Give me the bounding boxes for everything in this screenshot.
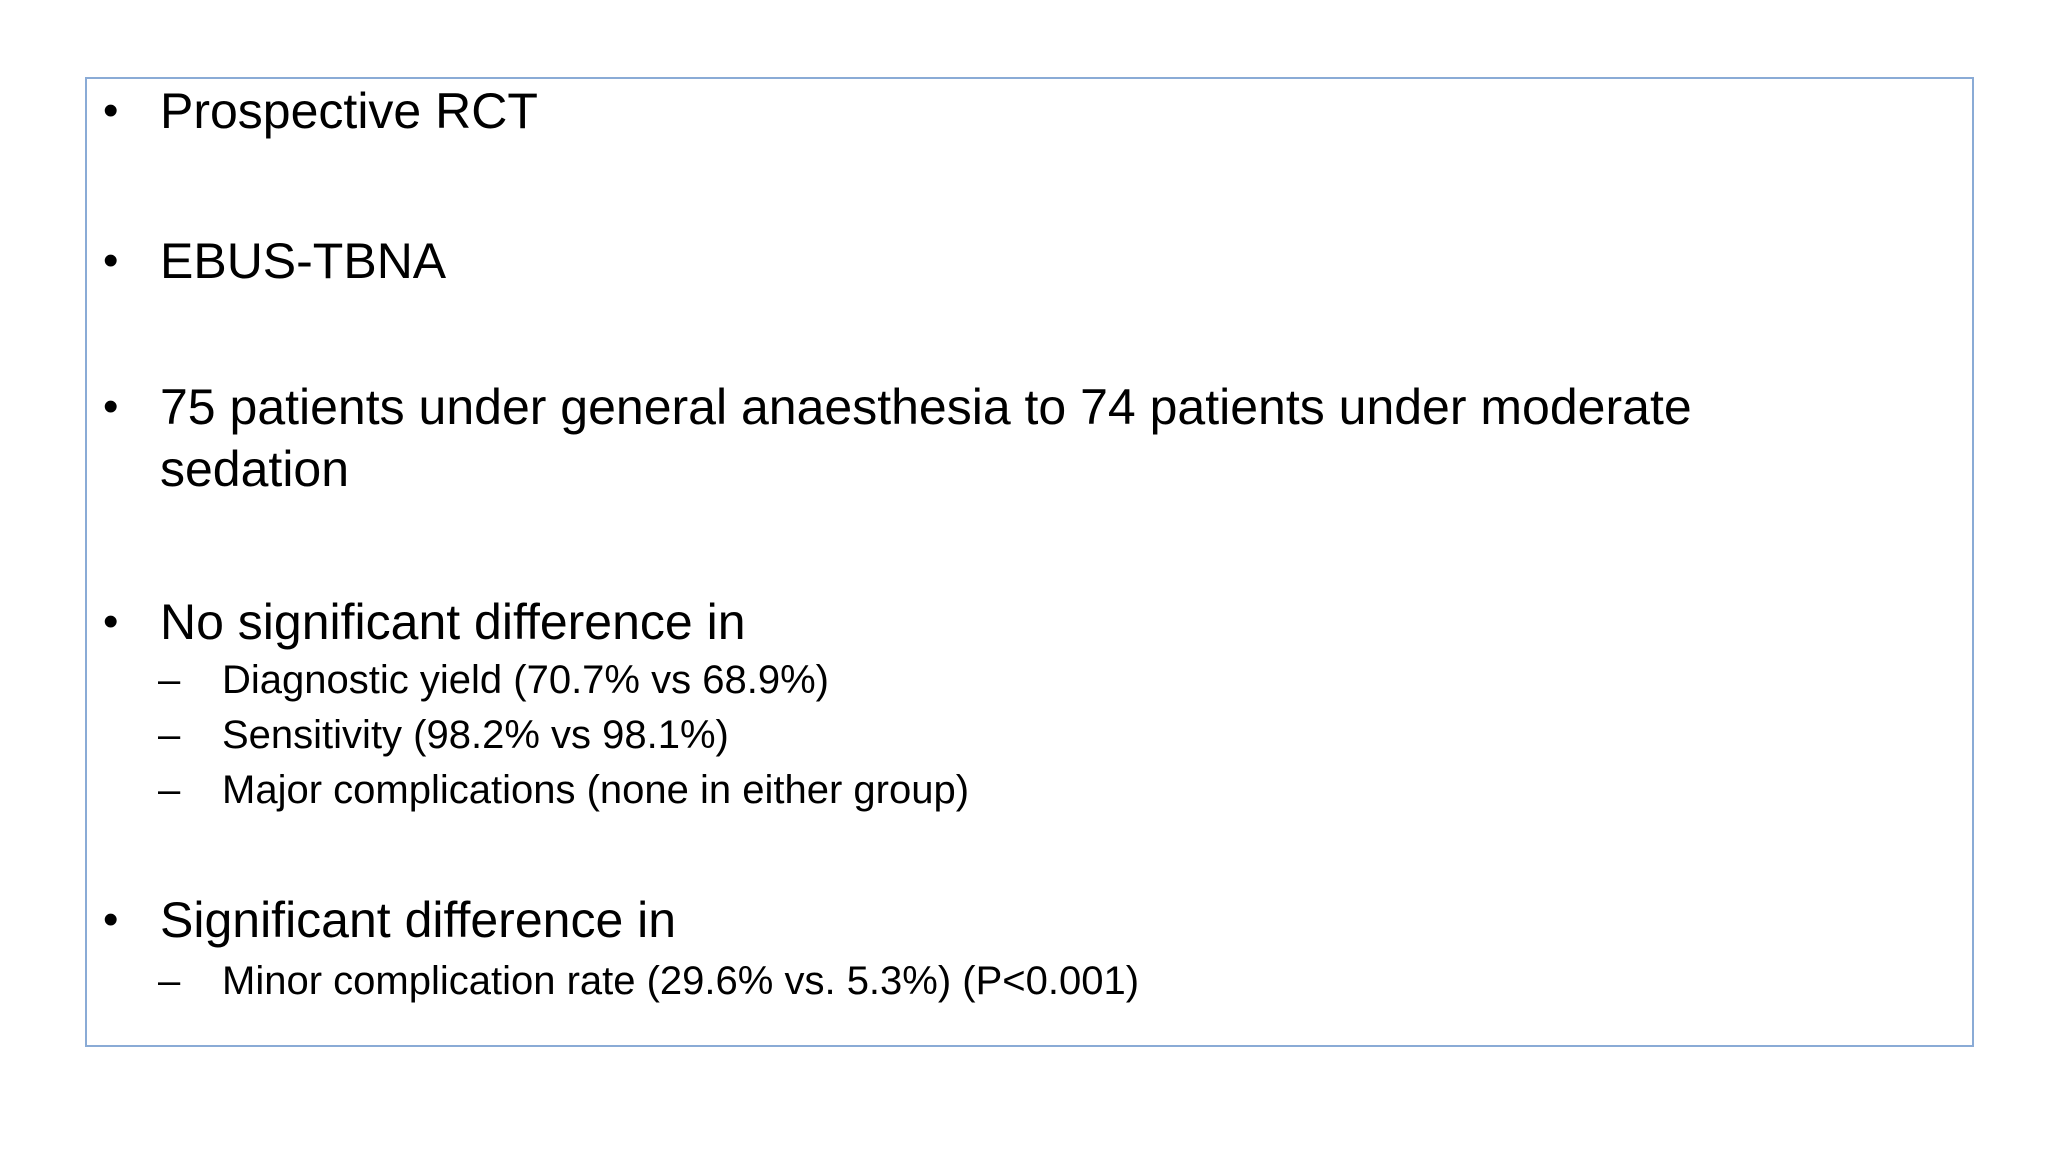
sub-bullet-text: Major complications (none in either grou…: [222, 768, 970, 812]
bullet-dot-icon: •: [103, 597, 119, 646]
dash-marker-icon: –: [158, 959, 181, 1003]
sub-bullet-item: – Major complications (none in either gr…: [87, 763, 1972, 818]
content-box: • Prospective RCT • EBUS-TBNA • 75 patie…: [85, 77, 1974, 1047]
bullet-text: EBUS-TBNA: [160, 233, 447, 289]
sub-bullet-text: Minor complication rate (29.6% vs. 5.3%)…: [222, 959, 1140, 1003]
bullet-dot-icon: •: [103, 86, 119, 135]
bullet-item: • Prospective RCT: [87, 80, 1972, 142]
bullet-text: No significant difference in: [160, 594, 746, 650]
bullet-text: Prospective RCT: [160, 83, 538, 139]
bullet-dot-icon: •: [103, 236, 119, 285]
sub-bullet-text: Sensitivity (98.2% vs 98.1%): [222, 713, 729, 757]
sub-bullet-item: – Sensitivity (98.2% vs 98.1%): [87, 708, 1972, 763]
dash-marker-icon: –: [158, 713, 181, 757]
bullet-item: • EBUS-TBNA: [87, 230, 1972, 292]
bullet-text: 75 patients under general anaesthesia to…: [160, 379, 1692, 497]
bullet-item: • 75 patients under general anaesthesia …: [87, 376, 1972, 500]
sub-bullet-item: – Diagnostic yield (70.7% vs 68.9%): [87, 653, 1972, 708]
bullet-item: • Significant difference in: [87, 889, 1972, 951]
sub-bullet-item: – Minor complication rate (29.6% vs. 5.3…: [87, 954, 1972, 1009]
bullet-text: Significant difference in: [160, 892, 677, 948]
dash-marker-icon: –: [158, 768, 181, 812]
bullet-dot-icon: •: [103, 895, 119, 944]
bullet-dot-icon: •: [103, 382, 119, 431]
bullet-item: • No significant difference in: [87, 591, 1972, 653]
dash-marker-icon: –: [158, 658, 181, 702]
sub-bullet-text: Diagnostic yield (70.7% vs 68.9%): [222, 658, 829, 702]
